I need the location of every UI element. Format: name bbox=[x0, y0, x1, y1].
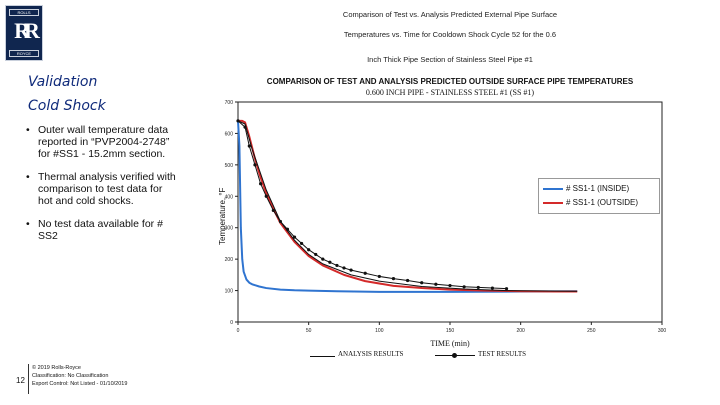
x-tick-label: 300 bbox=[658, 328, 667, 334]
logo-monogram: RR bbox=[14, 18, 40, 43]
bullet-list: Outer wall temperature data reported in … bbox=[26, 124, 176, 253]
x-tick-label: 50 bbox=[306, 328, 312, 334]
test-data-point bbox=[377, 274, 381, 279]
test-data-point bbox=[476, 285, 480, 290]
y-tick-label: 200 bbox=[225, 257, 234, 263]
test-data-point bbox=[264, 194, 268, 198]
test-data-point bbox=[236, 119, 240, 123]
y-axis-label: Temperature, °F bbox=[218, 187, 227, 245]
legend-label-inside: # SS1-1 (INSIDE) bbox=[566, 184, 630, 193]
legend-label-analysis: ANALYSIS RESULTS bbox=[338, 350, 404, 358]
test-data-point bbox=[342, 266, 346, 270]
test-data-point bbox=[328, 260, 332, 264]
footer-text: © 2019 Rolls-Royce Classification: No Cl… bbox=[32, 364, 172, 388]
page-number: 12 bbox=[16, 376, 25, 385]
footer-classification: Classification: No Classification bbox=[32, 373, 109, 379]
legend-entry-inside: # SS1-1 (INSIDE) bbox=[543, 183, 629, 195]
test-data-point bbox=[321, 257, 325, 261]
x-axis-label: TIME (min) bbox=[430, 339, 470, 348]
test-data-point bbox=[335, 263, 339, 268]
test-data-point bbox=[391, 277, 396, 281]
test-data-point bbox=[448, 283, 452, 288]
test-data-point bbox=[271, 208, 275, 213]
y-tick-label: 300 bbox=[225, 226, 234, 232]
rolls-royce-logo: ROLLS RR ROYCE bbox=[5, 5, 43, 61]
bullet-item: Thermal analysis verified with compariso… bbox=[26, 171, 176, 207]
y-tick-label: 500 bbox=[225, 163, 234, 169]
test-data-point bbox=[247, 144, 251, 148]
footer-divider bbox=[28, 364, 29, 394]
test-data-point bbox=[259, 182, 263, 186]
legend-swatch-test-marker bbox=[452, 353, 457, 358]
scan-title-line2: Temperatures vs. Time for Cooldown Shock… bbox=[343, 30, 557, 39]
y-tick-label: 700 bbox=[225, 100, 234, 106]
x-tick-label: 200 bbox=[516, 328, 525, 334]
legend-analysis-test: ANALYSIS RESULTS TEST RESULTS bbox=[310, 350, 570, 362]
legend-swatch-outside bbox=[543, 201, 563, 204]
legend-label-test: TEST RESULTS bbox=[478, 350, 527, 358]
test-data-point bbox=[285, 227, 290, 231]
series-inside-line bbox=[237, 120, 578, 293]
test-data-point bbox=[462, 285, 466, 289]
test-data-point bbox=[434, 282, 438, 286]
test-data-point bbox=[300, 241, 304, 246]
legend-swatch-inside bbox=[543, 187, 563, 190]
legend-inside-outside: # SS1-1 (INSIDE) # SS1-1 (OUTSIDE) bbox=[538, 178, 660, 214]
test-data-point bbox=[363, 271, 367, 275]
logo-top-band: ROLLS bbox=[9, 9, 39, 16]
section-title-validation: Validation bbox=[28, 74, 98, 90]
bullet-item: No test data available for # SS2 bbox=[26, 218, 176, 242]
scan-title-line3: Inch Thick Pipe Section of Stainless Ste… bbox=[367, 55, 533, 64]
series-test-line bbox=[237, 120, 507, 290]
chart-subtitle: 0.600 INCH PIPE - STAINLESS STEEL #1 (SS… bbox=[365, 88, 535, 97]
bullet-item: Outer wall temperature data reported in … bbox=[26, 124, 176, 160]
test-data-point bbox=[420, 281, 424, 285]
section-title-cold-shock: Cold Shock bbox=[28, 98, 106, 114]
x-tick-label: 250 bbox=[587, 328, 596, 334]
legend-label-outside: # SS1-1 (OUTSIDE) bbox=[566, 198, 639, 207]
series-analysis-line bbox=[237, 120, 578, 292]
test-data-point bbox=[314, 252, 318, 257]
test-data-point bbox=[292, 235, 297, 239]
test-data-point bbox=[349, 268, 353, 272]
x-tick-label: 100 bbox=[375, 328, 384, 334]
y-tick-label: 100 bbox=[225, 289, 234, 295]
x-tick-label: 0 bbox=[237, 328, 240, 334]
footer-copyright: © 2019 Rolls-Royce bbox=[32, 365, 81, 371]
test-data-point bbox=[504, 287, 509, 291]
x-tick-label: 150 bbox=[446, 328, 455, 334]
y-tick-label: 600 bbox=[225, 131, 234, 137]
test-data-point bbox=[253, 163, 257, 167]
y-tick-label: 0 bbox=[230, 320, 233, 326]
test-data-point bbox=[490, 286, 494, 290]
scan-title-line1: Comparison of Test vs. Analysis Predicte… bbox=[342, 10, 558, 19]
legend-swatch-analysis bbox=[310, 356, 335, 357]
y-tick-label: 400 bbox=[225, 194, 234, 200]
legend-entry-outside: # SS1-1 (OUTSIDE) bbox=[543, 197, 638, 209]
series-outside-line bbox=[238, 119, 578, 293]
logo-bottom-band: ROYCE bbox=[9, 50, 39, 57]
test-data-point bbox=[278, 219, 282, 224]
footer-export-control: Export Control: Not Listed - 01/10/2019 bbox=[32, 381, 128, 387]
test-data-point bbox=[406, 278, 410, 283]
temperature-chart: 0 100 200 300 400 500 600 700 0 50 100 150 200 250 300 bbox=[225, 100, 667, 334]
chart-title: COMPARISON OF TEST AND ANALYSIS PREDICTE… bbox=[266, 77, 634, 86]
test-data-point bbox=[243, 125, 247, 129]
test-data-point bbox=[307, 248, 311, 252]
